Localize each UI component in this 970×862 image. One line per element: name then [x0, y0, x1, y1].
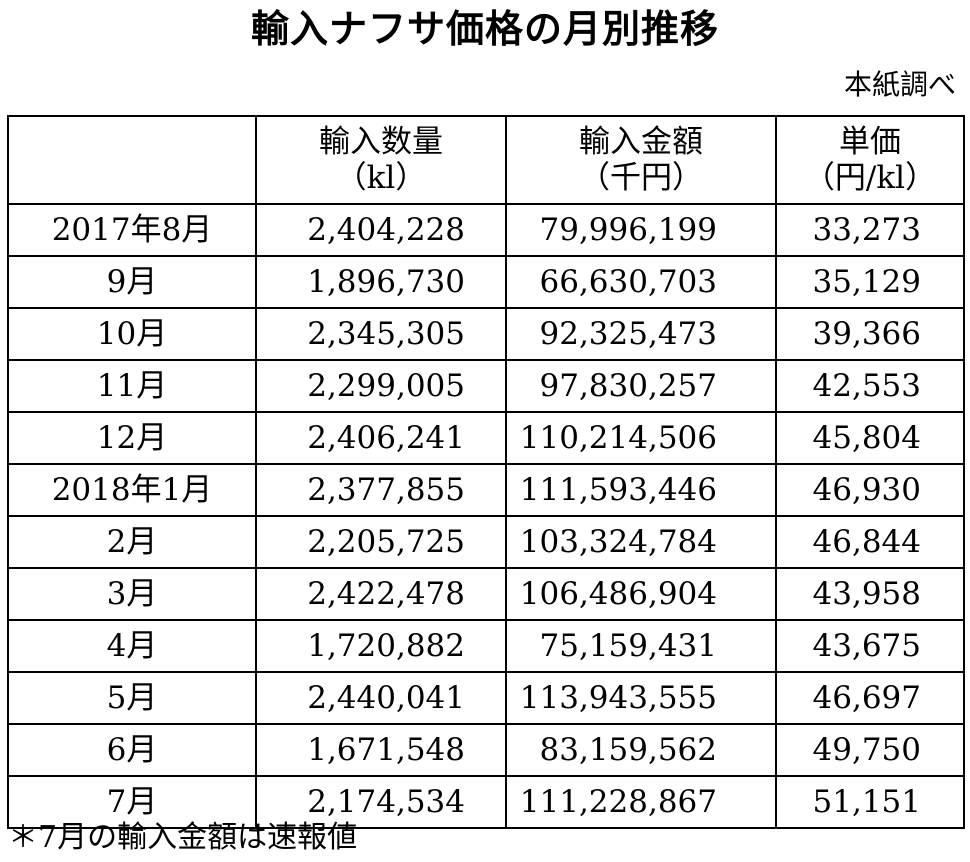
cell-month: 2月 — [7, 515, 257, 569]
cell-volume: 2,422,478 — [255, 567, 507, 621]
table-row: 12月 2,406,241 110,214,506 45,804 — [7, 411, 965, 465]
header-month — [7, 115, 257, 205]
cell-amount: 111,228,867 — [505, 775, 777, 829]
cell-amount: 83,159,562 — [505, 723, 777, 777]
header-amount-unit: （千円） — [579, 160, 703, 196]
footnote: ＊7月の輸入金額は速報値 — [8, 820, 358, 855]
header-amount: 輸入金額 （千円） — [505, 115, 777, 205]
header-volume: 輸入数量 （kl） — [255, 115, 507, 205]
cell-volume: 2,406,241 — [255, 411, 507, 465]
cell-price: 43,675 — [775, 619, 965, 673]
cell-volume: 2,377,855 — [255, 463, 507, 517]
table-row: 2017年8月 2,404,228 79,996,199 33,273 — [7, 203, 965, 257]
cell-volume: 1,671,548 — [255, 723, 507, 777]
cell-month: 9月 — [7, 255, 257, 309]
cell-month: 3月 — [7, 567, 257, 621]
cell-month: 10月 — [7, 307, 257, 361]
cell-volume: 1,896,730 — [255, 255, 507, 309]
cell-month: 11月 — [7, 359, 257, 413]
cell-price: 46,844 — [775, 515, 965, 569]
cell-volume: 2,205,725 — [255, 515, 507, 569]
table-row: 2018年1月 2,377,855 111,593,446 46,930 — [7, 463, 965, 517]
cell-amount: 75,159,431 — [505, 619, 777, 673]
cell-month: 12月 — [7, 411, 257, 465]
cell-month: 2018年1月 — [7, 463, 257, 517]
header-amount-label: 輸入金額 — [579, 124, 703, 160]
header-volume-unit: （kl） — [335, 160, 427, 196]
cell-amount: 66,630,703 — [505, 255, 777, 309]
cell-volume: 2,299,005 — [255, 359, 507, 413]
cell-volume: 2,404,228 — [255, 203, 507, 257]
cell-price: 42,553 — [775, 359, 965, 413]
cell-volume: 2,174,534 — [255, 775, 507, 829]
cell-price: 49,750 — [775, 723, 965, 777]
table-row: 3月 2,422,478 106,486,904 43,958 — [7, 567, 965, 621]
naphtha-price-table: 輸入数量 （kl） 輸入金額 （千円） 単価 （円/kl） 2017年8月 2,… — [7, 115, 965, 829]
table-row: 5月 2,440,041 113,943,555 46,697 — [7, 671, 965, 725]
table-row: 7月 2,174,534 111,228,867 51,151 — [7, 775, 965, 829]
cell-amount: 113,943,555 — [505, 671, 777, 725]
header-price: 単価 （円/kl） — [775, 115, 965, 205]
cell-month: 7月 — [7, 775, 257, 829]
cell-amount: 92,325,473 — [505, 307, 777, 361]
cell-month: 5月 — [7, 671, 257, 725]
table-row: 4月 1,720,882 75,159,431 43,675 — [7, 619, 965, 673]
table-row: 11月 2,299,005 97,830,257 42,553 — [7, 359, 965, 413]
source-label: 本紙調べ — [843, 68, 956, 101]
cell-amount: 110,214,506 — [505, 411, 777, 465]
cell-price: 51,151 — [775, 775, 965, 829]
table-header-row: 輸入数量 （kl） 輸入金額 （千円） 単価 （円/kl） — [7, 115, 965, 205]
header-volume-label: 輸入数量 — [319, 124, 443, 160]
cell-amount: 111,593,446 — [505, 463, 777, 517]
table-row: 6月 1,671,548 83,159,562 49,750 — [7, 723, 965, 777]
cell-month: 2017年8月 — [7, 203, 257, 257]
cell-price: 33,273 — [775, 203, 965, 257]
cell-volume: 2,345,305 — [255, 307, 507, 361]
page-title: 輸入ナフサ価格の月別推移 — [250, 7, 719, 51]
table-row: 2月 2,205,725 103,324,784 46,844 — [7, 515, 965, 569]
cell-price: 39,366 — [775, 307, 965, 361]
cell-month: 4月 — [7, 619, 257, 673]
cell-amount: 106,486,904 — [505, 567, 777, 621]
cell-price: 45,804 — [775, 411, 965, 465]
cell-price: 43,958 — [775, 567, 965, 621]
header-price-unit: （円/kl） — [803, 160, 937, 196]
cell-price: 35,129 — [775, 255, 965, 309]
cell-amount: 79,996,199 — [505, 203, 777, 257]
cell-volume: 2,440,041 — [255, 671, 507, 725]
table-row: 10月 2,345,305 92,325,473 39,366 — [7, 307, 965, 361]
cell-month: 6月 — [7, 723, 257, 777]
table-row: 9月 1,896,730 66,630,703 35,129 — [7, 255, 965, 309]
cell-price: 46,697 — [775, 671, 965, 725]
cell-amount: 97,830,257 — [505, 359, 777, 413]
cell-amount: 103,324,784 — [505, 515, 777, 569]
cell-volume: 1,720,882 — [255, 619, 507, 673]
cell-price: 46,930 — [775, 463, 965, 517]
header-price-label: 単価 — [839, 124, 901, 160]
